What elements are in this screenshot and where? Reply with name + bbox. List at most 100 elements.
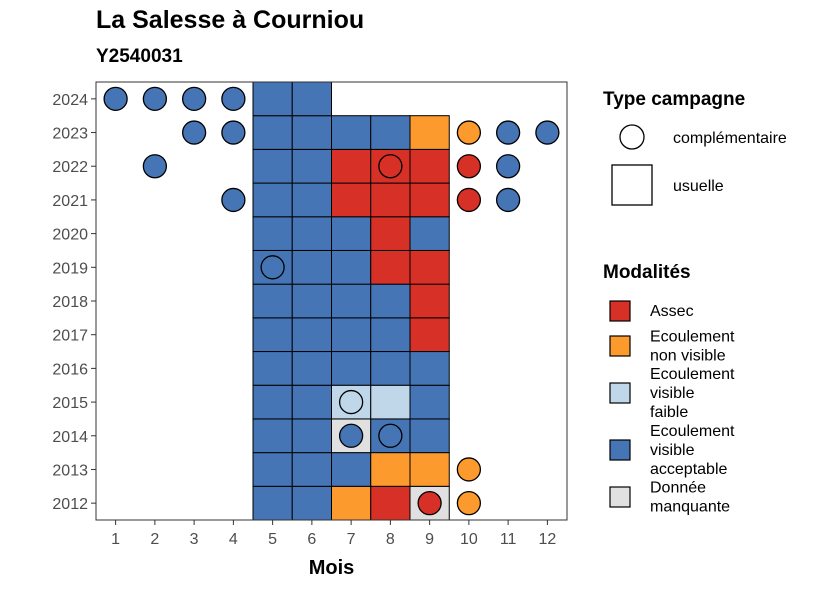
legend-label-nonvisible: non visible [650,348,726,365]
point-2015-7 [338,389,364,415]
tile-2022-5 [252,148,293,184]
tile-2021-6 [291,182,332,218]
tile-2024-6 [291,81,332,117]
tile-2015-8 [370,384,411,420]
tile-2020-6 [291,216,332,251]
point-2021-4 [221,187,246,213]
tile-2018-7 [331,283,372,319]
tile-2017-6 [291,317,332,353]
x-tick-label: 7 [347,531,356,548]
x-tick-label: 2 [150,531,159,548]
y-tick-label: 2016 [52,361,88,378]
legend-label-manquante: manquante [650,499,730,516]
x-tick-label: 12 [538,531,556,548]
legend-label-acceptable: acceptable [650,461,727,478]
x-tick-label: 9 [425,531,434,548]
legend-label-acceptable: visible [650,442,695,459]
tile-2015-9 [409,384,450,420]
legend-modalites-title: Modalités [603,262,691,283]
y-tick-label: 2013 [52,462,88,479]
tile-2022-9 [409,148,450,184]
tile-2017-8 [370,317,411,353]
point-2013-10 [456,457,482,482]
tile-2019-8 [370,249,411,285]
tile-2021-7 [331,182,372,218]
tile-2022-6 [291,148,332,184]
x-tick-label: 4 [229,531,238,548]
tile-2019-9 [409,249,450,285]
point-2022-8 [378,154,403,179]
tile-2020-8 [370,216,411,251]
tile-2018-9 [409,283,450,319]
y-tick-label: 2024 [52,92,88,109]
y-tick-label: 2019 [52,260,88,277]
tile-2016-7 [331,351,372,386]
point-2024-2 [142,86,168,111]
point-2012-9 [417,491,442,516]
tile-2016-9 [409,351,450,386]
x-axis-label: Mois [309,557,355,579]
chart-title: La Salesse à Courniou [96,6,365,34]
legend-key-assec [609,300,631,322]
point-2023-4 [221,120,246,145]
tile-2019-7 [331,249,372,285]
tile-2016-5 [252,351,293,386]
legend-key-manquante [609,486,631,508]
legend-shape-title: Type campagne [603,89,745,110]
x-tick-label: 3 [190,531,199,548]
legend-label-faible: faible [650,404,688,421]
legend-key-faible [609,382,631,404]
legend-key-acceptable [609,439,631,461]
legend-square-key [611,164,653,206]
tile-2016-6 [291,351,332,386]
tile-2023-5 [252,115,293,150]
y-tick-label: 2014 [52,429,88,446]
tile-2015-5 [252,384,293,420]
point-2012-10 [456,491,482,516]
tile-2021-9 [409,182,450,218]
tile-2013-9 [409,452,450,487]
tile-2013-5 [252,452,293,487]
legend-label-acceptable: Ecoulement [650,423,735,440]
point-2023-11 [495,120,521,145]
tile-2012-6 [291,485,332,521]
tile-2018-6 [291,283,332,319]
legend-label-manquante: Donnée [650,480,706,497]
point-2024-3 [181,86,207,111]
point-2019-5 [260,255,285,280]
legend-shape-label: complémentaire [673,130,787,147]
y-tick-label: 2022 [52,159,88,176]
legend-label-faible: visible [650,385,695,402]
x-tick-label: 5 [268,531,277,548]
tile-2017-9 [409,317,450,353]
legend-label-nonvisible: Ecoulement [650,329,735,346]
tile-2020-5 [252,216,293,251]
tile-2014-9 [409,418,450,454]
tile-2012-7 [331,485,372,521]
x-tick-label: 10 [460,531,478,548]
tile-2023-6 [291,115,332,150]
x-tick-label: 8 [386,531,395,548]
point-2014-7 [338,423,364,448]
tile-2012-5 [252,485,293,521]
point-2022-2 [142,154,168,179]
y-tick-label: 2012 [52,496,88,513]
point-2024-1 [103,86,128,111]
point-2023-12 [535,120,560,145]
tile-2013-8 [370,452,411,487]
x-tick-label: 1 [111,531,120,548]
tile-2015-6 [291,384,332,420]
tile-2018-8 [370,283,411,319]
tile-2019-6 [291,249,332,285]
legend-shape-label: usuelle [673,178,724,195]
tile-2023-9 [409,115,450,150]
y-tick-label: 2023 [52,126,88,143]
point-2023-10 [456,120,482,145]
y-tick-label: 2018 [52,294,88,311]
tile-2014-5 [252,418,293,454]
point-2021-10 [456,187,482,213]
tile-2013-7 [331,452,372,487]
tile-2017-5 [252,317,293,353]
tile-2021-5 [252,182,293,218]
